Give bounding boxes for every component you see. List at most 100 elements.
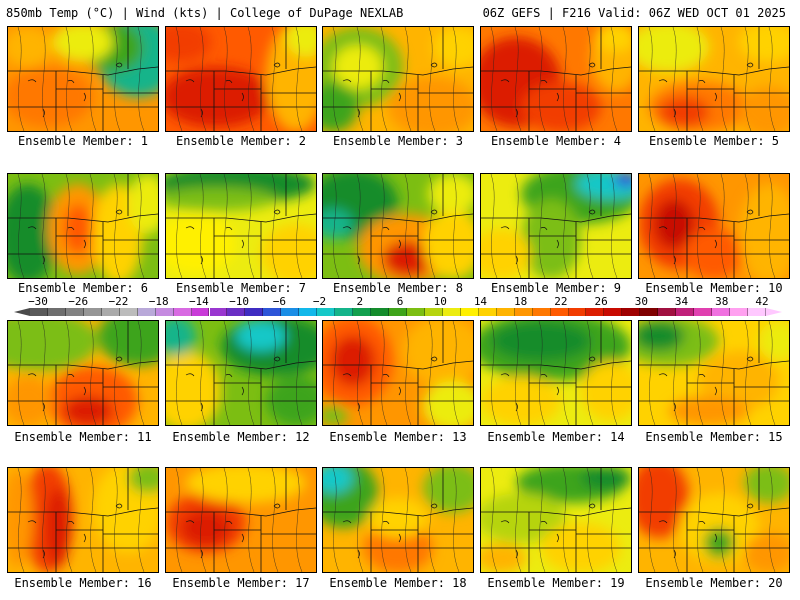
colorbar-tick-label: 6: [396, 295, 404, 308]
lakes-rivers: [27, 209, 123, 265]
temperature-contours: [481, 174, 631, 278]
height-contours: [175, 27, 303, 131]
colorbar-tick-label: −22: [108, 295, 129, 308]
ensemble-member-caption: Ensemble Member: 8: [332, 281, 464, 295]
colorbar-tick-label: 38: [715, 295, 729, 308]
colorbar-swatch: [694, 308, 713, 316]
colorbar-swatch: [173, 308, 192, 316]
colorbar-swatch: [622, 308, 641, 316]
colorbar-tick-label: −10: [229, 295, 250, 308]
political-borders: [323, 468, 473, 572]
height-contours: [490, 27, 618, 131]
political-borders: [166, 174, 316, 278]
lakes-rivers: [27, 503, 123, 559]
colorbar-swatch: [245, 308, 264, 316]
colorbar-swatch: [532, 308, 551, 316]
lakes-rivers: [500, 209, 596, 265]
ensemble-member-caption: Ensemble Member: 12: [172, 430, 310, 444]
ensemble-member-caption: Ensemble Member: 1: [17, 134, 149, 148]
political-borders: [166, 468, 316, 572]
ensemble-map-11: [7, 320, 159, 426]
lakes-rivers: [500, 62, 596, 118]
colorbar-swatch: [47, 308, 66, 316]
colorbar-tick-label: 14: [473, 295, 488, 308]
colorbar-swatch: [209, 308, 228, 316]
colorbar-swatch: [406, 308, 425, 316]
height-contours: [648, 468, 776, 572]
lakes-rivers: [27, 356, 123, 412]
lakes-rivers: [342, 209, 438, 265]
ensemble-map-4: [480, 26, 632, 132]
colorbar-swatch: [640, 308, 659, 316]
colorbar-swatch: [478, 308, 497, 316]
political-borders: [8, 174, 158, 278]
height-contours: [648, 321, 776, 425]
colorbar-swatch: [353, 308, 372, 316]
colorbar-swatch: [137, 308, 156, 316]
ensemble-map-6: [7, 173, 159, 279]
colorbar-swatch: [281, 308, 300, 316]
colorbar-swatch: [712, 308, 731, 316]
colorbar-swatch: [586, 308, 605, 316]
ensemble-map-12: [165, 320, 317, 426]
temperature-contours: [481, 27, 631, 131]
lakes-rivers: [658, 209, 754, 265]
colorbar-swatch: [227, 308, 246, 316]
political-borders: [639, 174, 789, 278]
lakes-rivers: [185, 62, 281, 118]
colorbar-tick-label: 22: [554, 295, 568, 308]
temperature-contours: [8, 174, 158, 278]
colorbar-swatch: [424, 308, 443, 316]
ensemble-map-2: [165, 26, 317, 132]
colorbar-swatch: [748, 308, 766, 316]
lakes-rivers: [658, 356, 754, 412]
colorbar-swatch: [442, 308, 461, 316]
lakes-rivers: [185, 503, 281, 559]
height-contours: [332, 321, 460, 425]
colorbar-labels: −30 −26 −22 −18 −14 −10 −6 −2 2 6 10 14 18 22 26 30 34 38…: [0, 296, 800, 308]
colorbar-max-arrow: [766, 308, 782, 316]
colorbar-strip: [30, 308, 766, 316]
height-contours: [332, 174, 460, 278]
colorbar-swatch: [496, 308, 515, 316]
political-borders: [481, 27, 631, 131]
ensemble-map-7: [165, 173, 317, 279]
ensemble-map-3: [322, 26, 474, 132]
political-borders: [8, 27, 158, 131]
ensemble-member-caption: Ensemble Member: 9: [490, 281, 622, 295]
temperature-contours: [8, 321, 158, 425]
lakes-rivers: [500, 503, 596, 559]
lakes-rivers: [342, 62, 438, 118]
colorbar-swatch: [191, 308, 210, 316]
lakes-rivers: [342, 356, 438, 412]
header-title: 850mb Temp (°C) | Wind (kts) | College o…: [6, 6, 404, 20]
ensemble-member-caption: Ensemble Member: 16: [14, 576, 152, 590]
colorbar-swatch: [299, 308, 318, 316]
temperature-contours: [166, 27, 316, 131]
ensemble-map-18: [322, 467, 474, 573]
height-contours: [490, 321, 618, 425]
lakes-rivers: [658, 503, 754, 559]
colorbar-tick-label: 26: [594, 295, 608, 308]
ensemble-map-15: [638, 320, 790, 426]
colorbar-tick-label: 18: [514, 295, 528, 308]
ensemble-map-16: [7, 467, 159, 573]
colorbar-tick-label: 34: [674, 295, 689, 308]
colorbar-swatch: [658, 308, 677, 316]
political-borders: [323, 321, 473, 425]
colorbar-tick-label: −18: [148, 295, 169, 308]
temperature-contours: [323, 174, 473, 278]
political-borders: [166, 321, 316, 425]
colorbar-swatch: [263, 308, 282, 316]
ensemble-map-19: [480, 467, 632, 573]
height-contours: [490, 174, 618, 278]
colorbar-swatch: [514, 308, 533, 316]
ensemble-map-1: [7, 26, 159, 132]
colorbar-tick-label: −6: [272, 295, 286, 308]
ensemble-map-8: [322, 173, 474, 279]
colorbar-swatch: [604, 308, 623, 316]
height-contours: [175, 321, 303, 425]
ensemble-member-caption: Ensemble Member: 3: [332, 134, 464, 148]
ensemble-map-17: [165, 467, 317, 573]
ensemble-member-caption: Ensemble Member: 17: [172, 576, 310, 590]
